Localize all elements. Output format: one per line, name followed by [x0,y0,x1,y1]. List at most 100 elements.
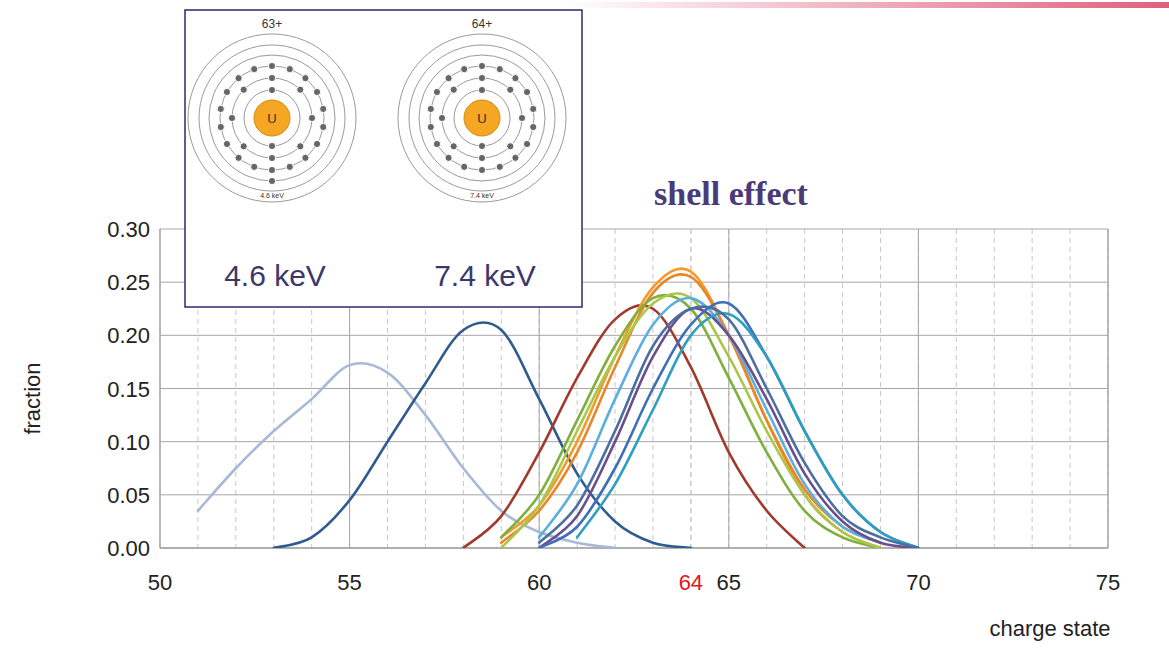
electron [217,123,224,130]
electron [478,154,485,161]
series-line [501,293,880,548]
y-tick-label: 0.05 [107,483,150,508]
energy-label: 7.4 keV [434,259,536,292]
x-tick-label: 60 [527,570,551,595]
y-grid-line [160,335,1108,336]
electron [302,154,309,161]
electron [308,114,315,121]
electron [313,88,320,95]
shell-ring [419,55,545,181]
inset-frame [185,10,582,307]
energy-label: 4.6 keV [224,259,326,292]
electron [297,143,304,150]
electron [478,62,485,69]
electron [268,62,275,69]
minor-grid-line [160,229,161,548]
electron [523,140,530,147]
shell-ring [454,90,510,146]
nucleus [464,100,500,136]
y-grid-line [160,441,1108,442]
y-axis-title: fraction [20,362,45,434]
inset: U63+4.6 keV4.6 keVU64+7.4 keV7.4 keV [185,10,582,307]
electron [320,123,327,130]
electron [478,166,485,173]
electron [445,154,452,161]
electron [512,75,519,82]
electron [251,66,258,73]
y-grid-line [160,548,1108,549]
series-group [198,269,918,548]
x-grid-line [728,229,729,548]
electron [251,163,258,170]
series-line [501,295,880,548]
nucleus [254,100,290,136]
electron [268,177,275,184]
shell-ring [430,66,534,170]
axis-line [1108,229,1109,548]
electron [427,123,434,130]
series-line [539,307,918,548]
atom-diagram: U63+4.6 keV4.6 keV [188,17,356,292]
x-grid-line [160,229,161,548]
x-grid-line [1108,229,1109,548]
electron [313,140,320,147]
electron [223,140,230,147]
shell-ring [209,55,335,181]
electron [530,123,537,130]
atom-diagram: U64+7.4 keV7.4 keV [398,17,566,292]
electron [450,86,457,93]
x-grid-line [918,229,919,548]
electron [235,75,242,82]
axis-line [160,229,161,548]
shell-ring [398,34,566,202]
x-tick-label: 55 [337,570,361,595]
y-grid-line [160,494,1108,495]
series-line [539,302,918,548]
x-tick-label: 50 [148,570,172,595]
electron [320,105,327,112]
electron [478,142,485,149]
y-tick-label: 0.00 [107,536,150,561]
electron [297,86,304,93]
electron [228,114,235,121]
minor-grid-line [1108,229,1109,548]
nucleus-label: U [477,111,486,126]
electron [450,143,457,150]
shell-ring [442,78,522,158]
electron [507,143,514,150]
shell-ring [188,34,356,202]
charge-label: 64+ [472,17,492,31]
grid [160,229,1108,548]
shell-ring [244,90,300,146]
shell-ring [232,78,312,158]
electron [433,88,440,95]
series-line [501,269,880,548]
electron [240,86,247,93]
electron [445,75,452,82]
x-axis-title: charge state [989,616,1110,641]
header-bar [560,2,1169,8]
x-tick-label: 65 [717,570,741,595]
electron [235,154,242,161]
shell-ring [199,45,345,191]
electron [268,154,275,161]
shell-ring [409,45,555,191]
axis-line [160,547,1108,548]
electron [302,75,309,82]
electron [461,66,468,73]
electron [240,143,247,150]
electron [507,86,514,93]
charge-label: 63+ [262,17,282,31]
electron [268,86,275,93]
y-tick-label: 0.10 [107,430,150,455]
series-line [539,308,918,548]
electron [478,74,485,81]
minor-grid-line [918,229,919,548]
electron [268,166,275,173]
electron [223,88,230,95]
series-line [274,322,691,548]
y-tick-label: 0.15 [107,377,150,402]
electron [461,163,468,170]
electron [433,140,440,147]
electron [518,114,525,121]
